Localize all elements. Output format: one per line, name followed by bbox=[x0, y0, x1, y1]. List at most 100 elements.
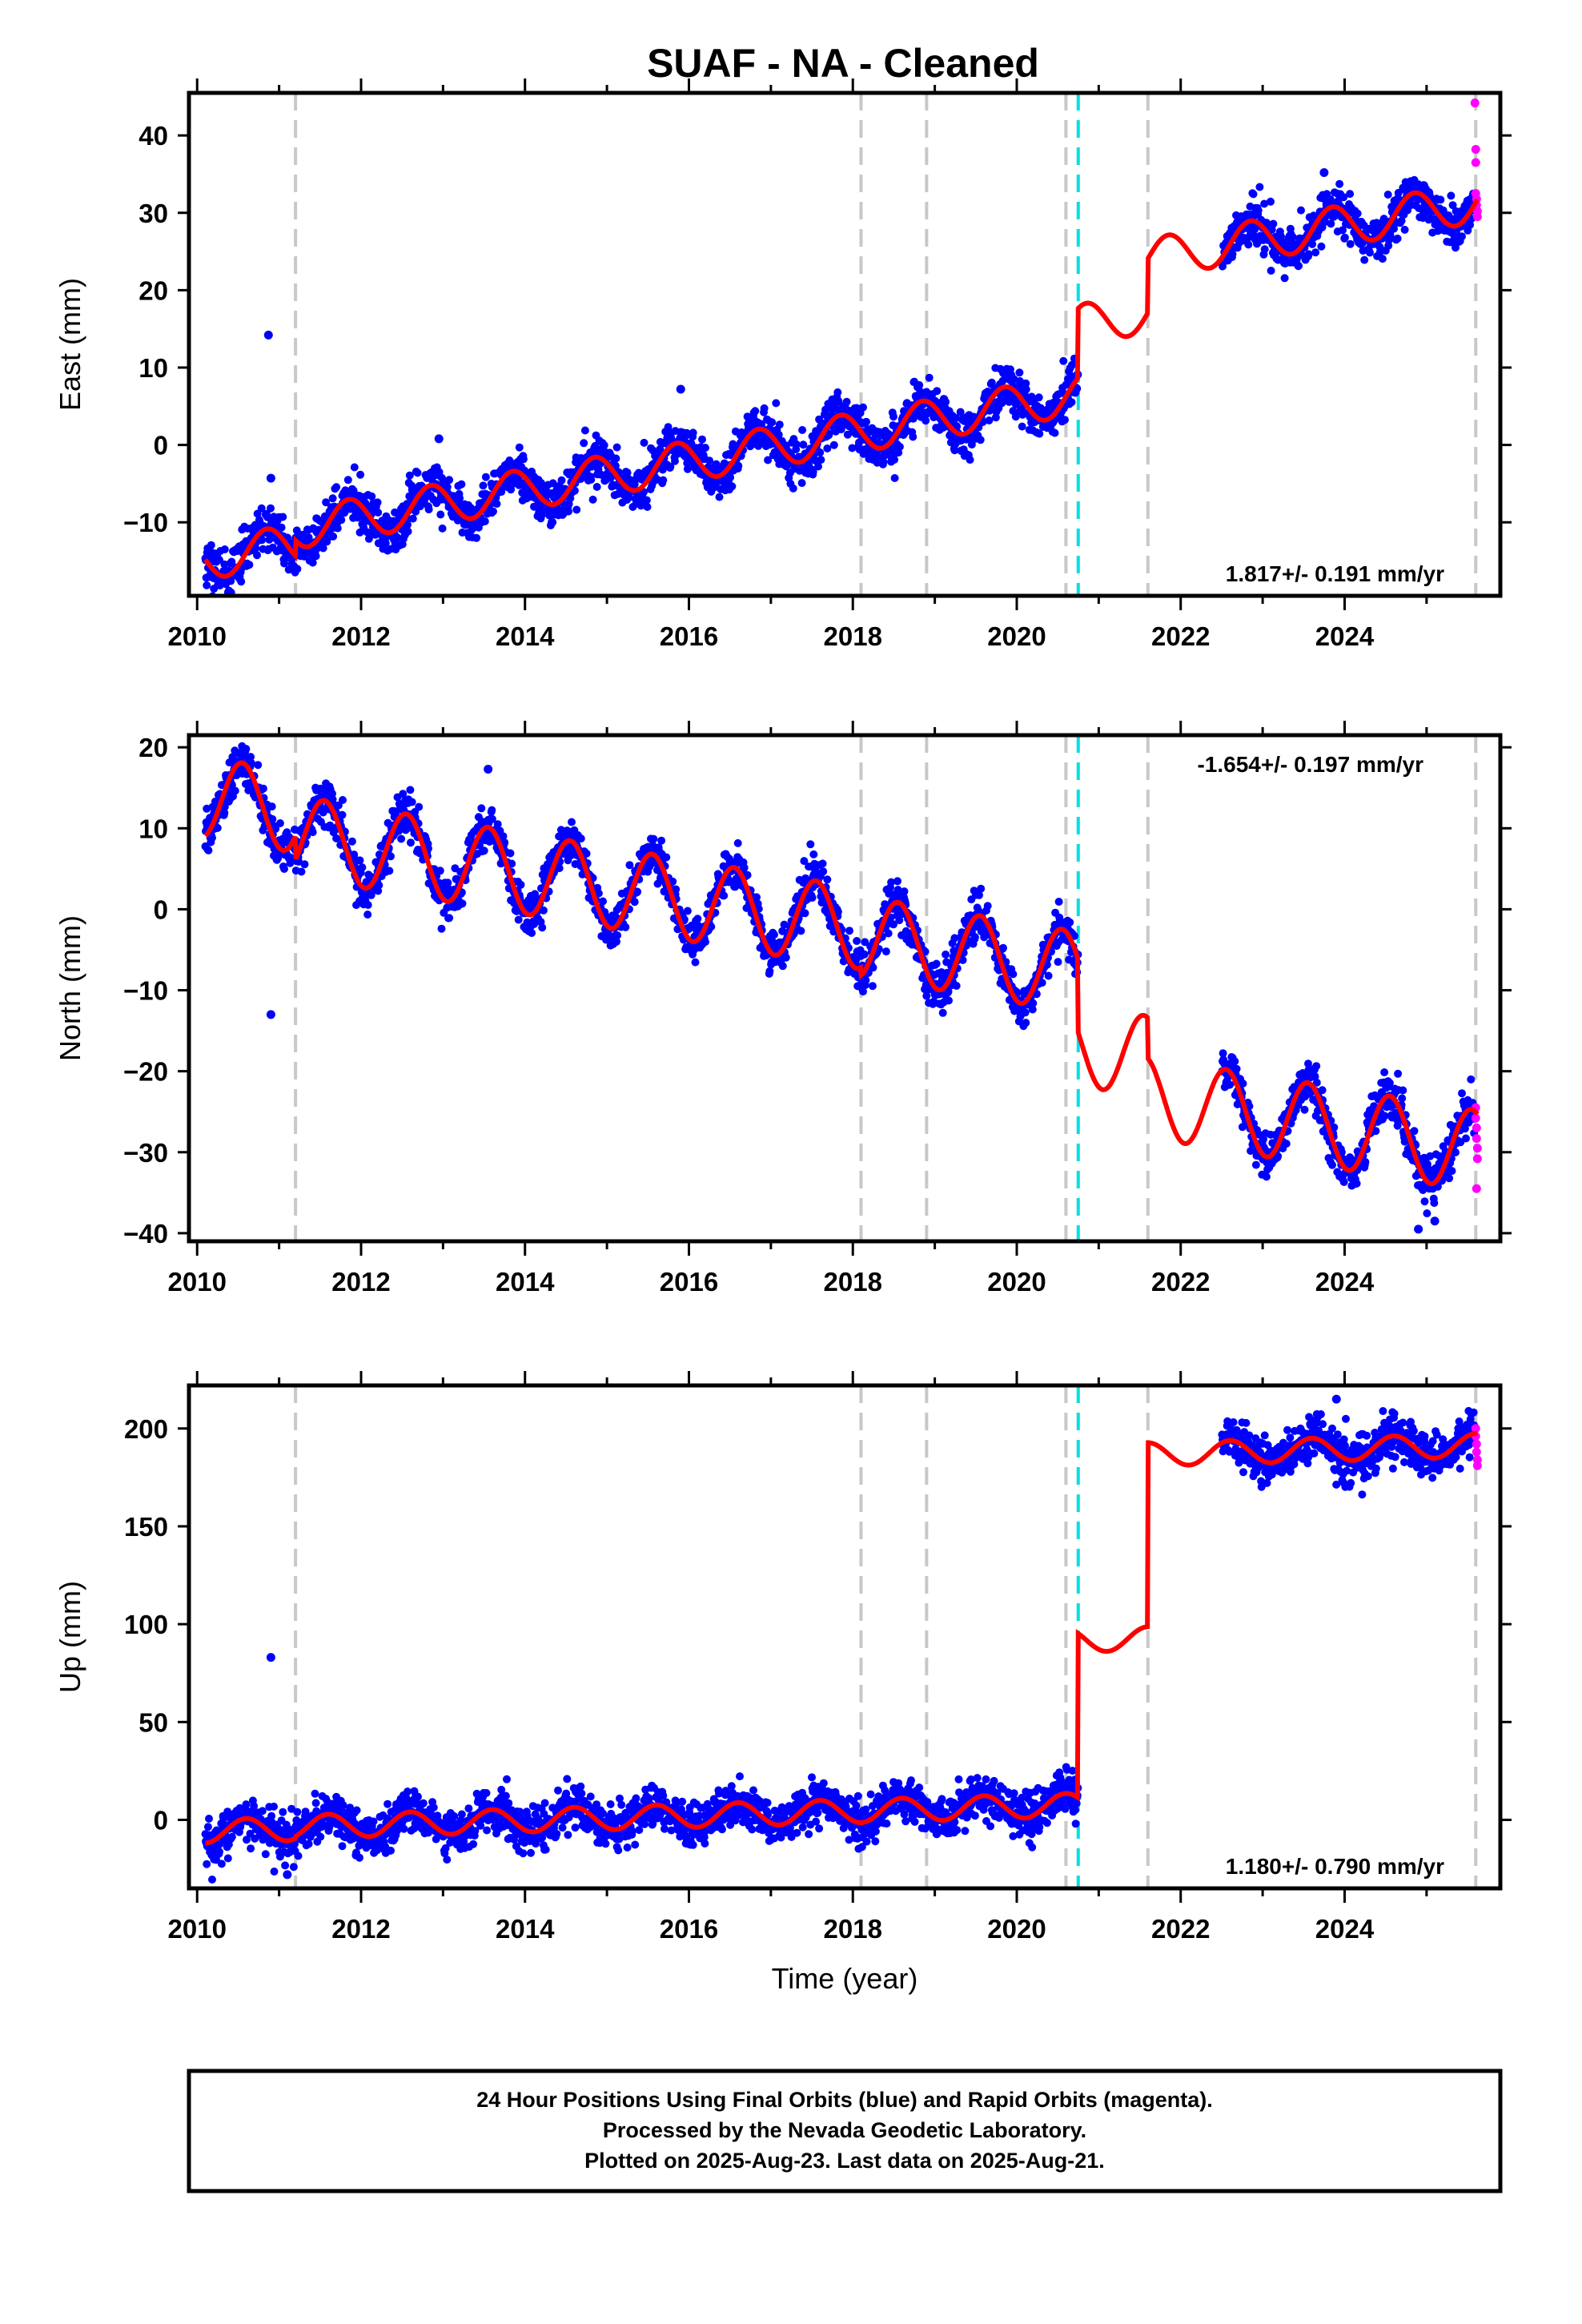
data-point bbox=[279, 513, 287, 521]
data-point bbox=[720, 891, 729, 900]
data-point bbox=[970, 933, 979, 942]
data-point bbox=[245, 561, 254, 569]
data-point bbox=[258, 536, 267, 545]
data-point bbox=[1308, 239, 1317, 248]
data-point bbox=[528, 929, 536, 937]
data-point bbox=[1260, 245, 1269, 254]
data-point bbox=[251, 544, 260, 553]
data-point bbox=[1044, 971, 1053, 980]
data-point bbox=[1260, 199, 1269, 208]
data-point bbox=[267, 802, 276, 811]
data-point bbox=[358, 863, 367, 872]
data-point bbox=[726, 473, 735, 482]
data-point bbox=[1452, 243, 1460, 252]
data-point bbox=[621, 923, 630, 931]
data-point bbox=[220, 545, 229, 553]
data-point bbox=[1311, 248, 1320, 257]
data-point bbox=[842, 397, 851, 406]
data-point bbox=[514, 475, 523, 484]
data-point bbox=[895, 442, 904, 451]
data-point bbox=[385, 866, 394, 875]
rapid-point bbox=[1471, 158, 1480, 167]
data-point bbox=[956, 408, 965, 416]
data-point bbox=[343, 476, 352, 485]
data-point bbox=[649, 834, 658, 843]
data-point bbox=[267, 504, 275, 513]
x-tick-label: 2016 bbox=[660, 621, 718, 651]
data-point bbox=[1018, 422, 1026, 431]
outlier-point bbox=[676, 384, 685, 394]
figure-title: SUAF - NA - Cleaned bbox=[647, 41, 1039, 86]
data-point bbox=[705, 456, 714, 465]
data-point bbox=[640, 438, 648, 447]
data-point bbox=[247, 753, 255, 762]
data-point bbox=[859, 403, 867, 412]
data-point bbox=[860, 950, 869, 959]
data-point bbox=[1393, 234, 1402, 243]
data-point bbox=[1231, 1057, 1239, 1066]
data-point bbox=[1380, 1112, 1389, 1120]
data-point bbox=[938, 1008, 947, 1017]
data-point bbox=[683, 464, 692, 473]
data-point bbox=[364, 534, 373, 543]
data-point bbox=[333, 524, 342, 533]
data-point bbox=[950, 446, 959, 455]
data-point bbox=[259, 784, 267, 793]
data-point bbox=[760, 404, 769, 412]
data-point bbox=[925, 373, 934, 382]
data-point bbox=[1288, 233, 1297, 241]
data-point bbox=[1249, 190, 1258, 199]
data-point bbox=[768, 418, 777, 427]
data-point bbox=[572, 505, 581, 514]
data-point bbox=[437, 924, 446, 933]
data-point bbox=[472, 533, 481, 542]
data-point bbox=[507, 485, 516, 494]
rapid-point bbox=[1472, 212, 1482, 222]
data-point bbox=[292, 526, 301, 535]
data-point bbox=[1022, 379, 1030, 388]
x-tick-label: 2010 bbox=[168, 621, 227, 651]
data-point bbox=[689, 428, 697, 437]
data-point bbox=[819, 867, 828, 876]
data-point bbox=[671, 456, 679, 465]
data-point bbox=[845, 927, 853, 935]
data-point bbox=[444, 879, 452, 887]
data-point bbox=[797, 479, 806, 488]
data-point bbox=[480, 517, 489, 525]
data-point bbox=[634, 468, 643, 477]
data-point bbox=[1399, 1086, 1407, 1095]
data-point bbox=[816, 448, 825, 456]
data-point bbox=[868, 982, 877, 991]
rapid-point bbox=[1470, 99, 1480, 108]
data-point bbox=[798, 426, 807, 434]
data-point bbox=[280, 865, 288, 873]
data-point bbox=[280, 559, 288, 568]
data-point bbox=[592, 483, 601, 491]
data-point bbox=[825, 429, 833, 438]
data-point bbox=[1066, 918, 1074, 927]
data-point bbox=[404, 527, 412, 536]
x-tick-label: 2012 bbox=[331, 621, 390, 651]
data-point bbox=[1352, 1179, 1361, 1188]
data-point bbox=[1304, 250, 1313, 259]
data-point bbox=[657, 836, 666, 845]
data-point bbox=[576, 834, 585, 843]
data-point bbox=[983, 902, 992, 911]
data-point bbox=[1394, 1069, 1403, 1078]
data-point bbox=[1423, 1209, 1431, 1218]
data-point bbox=[1280, 274, 1289, 283]
data-point bbox=[436, 510, 445, 519]
data-point bbox=[1327, 219, 1335, 228]
data-point bbox=[564, 507, 572, 516]
data-point bbox=[203, 581, 211, 589]
data-point bbox=[466, 503, 475, 512]
data-point bbox=[770, 931, 778, 939]
data-point bbox=[600, 441, 608, 449]
data-point bbox=[691, 958, 700, 967]
data-point bbox=[1400, 225, 1409, 234]
data-point bbox=[656, 444, 665, 453]
data-point bbox=[1015, 368, 1024, 377]
data-point bbox=[293, 565, 302, 573]
data-point bbox=[814, 462, 822, 471]
data-point bbox=[481, 472, 490, 481]
